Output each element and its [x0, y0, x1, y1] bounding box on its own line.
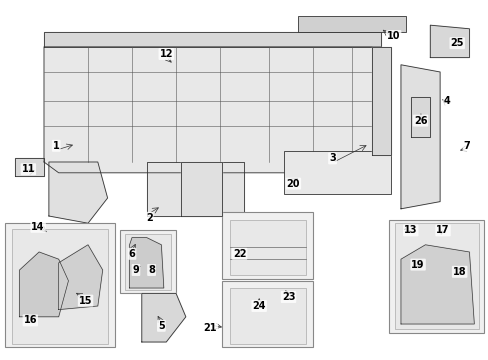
Text: 13: 13: [403, 225, 417, 235]
Bar: [222, 281, 312, 347]
Polygon shape: [59, 245, 102, 310]
Polygon shape: [400, 245, 473, 324]
Polygon shape: [49, 162, 107, 223]
Text: 8: 8: [148, 265, 155, 275]
Polygon shape: [15, 158, 44, 176]
Polygon shape: [181, 162, 222, 216]
Text: 17: 17: [435, 225, 449, 235]
Text: 11: 11: [21, 164, 35, 174]
Bar: [229, 220, 305, 275]
Polygon shape: [20, 252, 68, 317]
Text: 22: 22: [232, 249, 246, 259]
Text: 6: 6: [128, 249, 135, 259]
Bar: [120, 230, 176, 293]
Text: 18: 18: [452, 267, 466, 277]
Bar: [124, 234, 171, 290]
Polygon shape: [429, 25, 468, 58]
Text: 19: 19: [410, 260, 424, 270]
Text: 4: 4: [443, 96, 450, 106]
Bar: [283, 151, 390, 194]
Text: 14: 14: [31, 222, 45, 232]
Bar: [388, 220, 483, 333]
Text: 23: 23: [281, 292, 295, 302]
Polygon shape: [371, 47, 390, 155]
Text: 9: 9: [132, 265, 139, 275]
Bar: [229, 288, 305, 344]
Bar: [394, 223, 478, 329]
Text: 12: 12: [159, 49, 173, 59]
Polygon shape: [142, 293, 185, 342]
Polygon shape: [44, 47, 381, 173]
Text: 26: 26: [413, 116, 427, 126]
Text: 16: 16: [23, 315, 37, 325]
Polygon shape: [44, 32, 381, 47]
Polygon shape: [410, 97, 429, 137]
Text: 7: 7: [463, 141, 469, 151]
Polygon shape: [400, 65, 439, 209]
Polygon shape: [146, 162, 244, 216]
Polygon shape: [129, 238, 163, 288]
Text: 15: 15: [79, 296, 92, 306]
Text: 20: 20: [286, 179, 300, 189]
Text: 24: 24: [252, 301, 265, 311]
Bar: [298, 16, 405, 32]
Text: 1: 1: [53, 141, 60, 151]
Bar: [222, 212, 312, 279]
Text: 10: 10: [386, 31, 400, 41]
Text: 5: 5: [158, 321, 164, 331]
Bar: [12, 229, 107, 344]
Text: 3: 3: [328, 153, 335, 163]
Text: 2: 2: [145, 213, 152, 223]
Text: 21: 21: [203, 323, 217, 333]
Text: 25: 25: [449, 38, 463, 48]
Bar: [5, 223, 115, 347]
